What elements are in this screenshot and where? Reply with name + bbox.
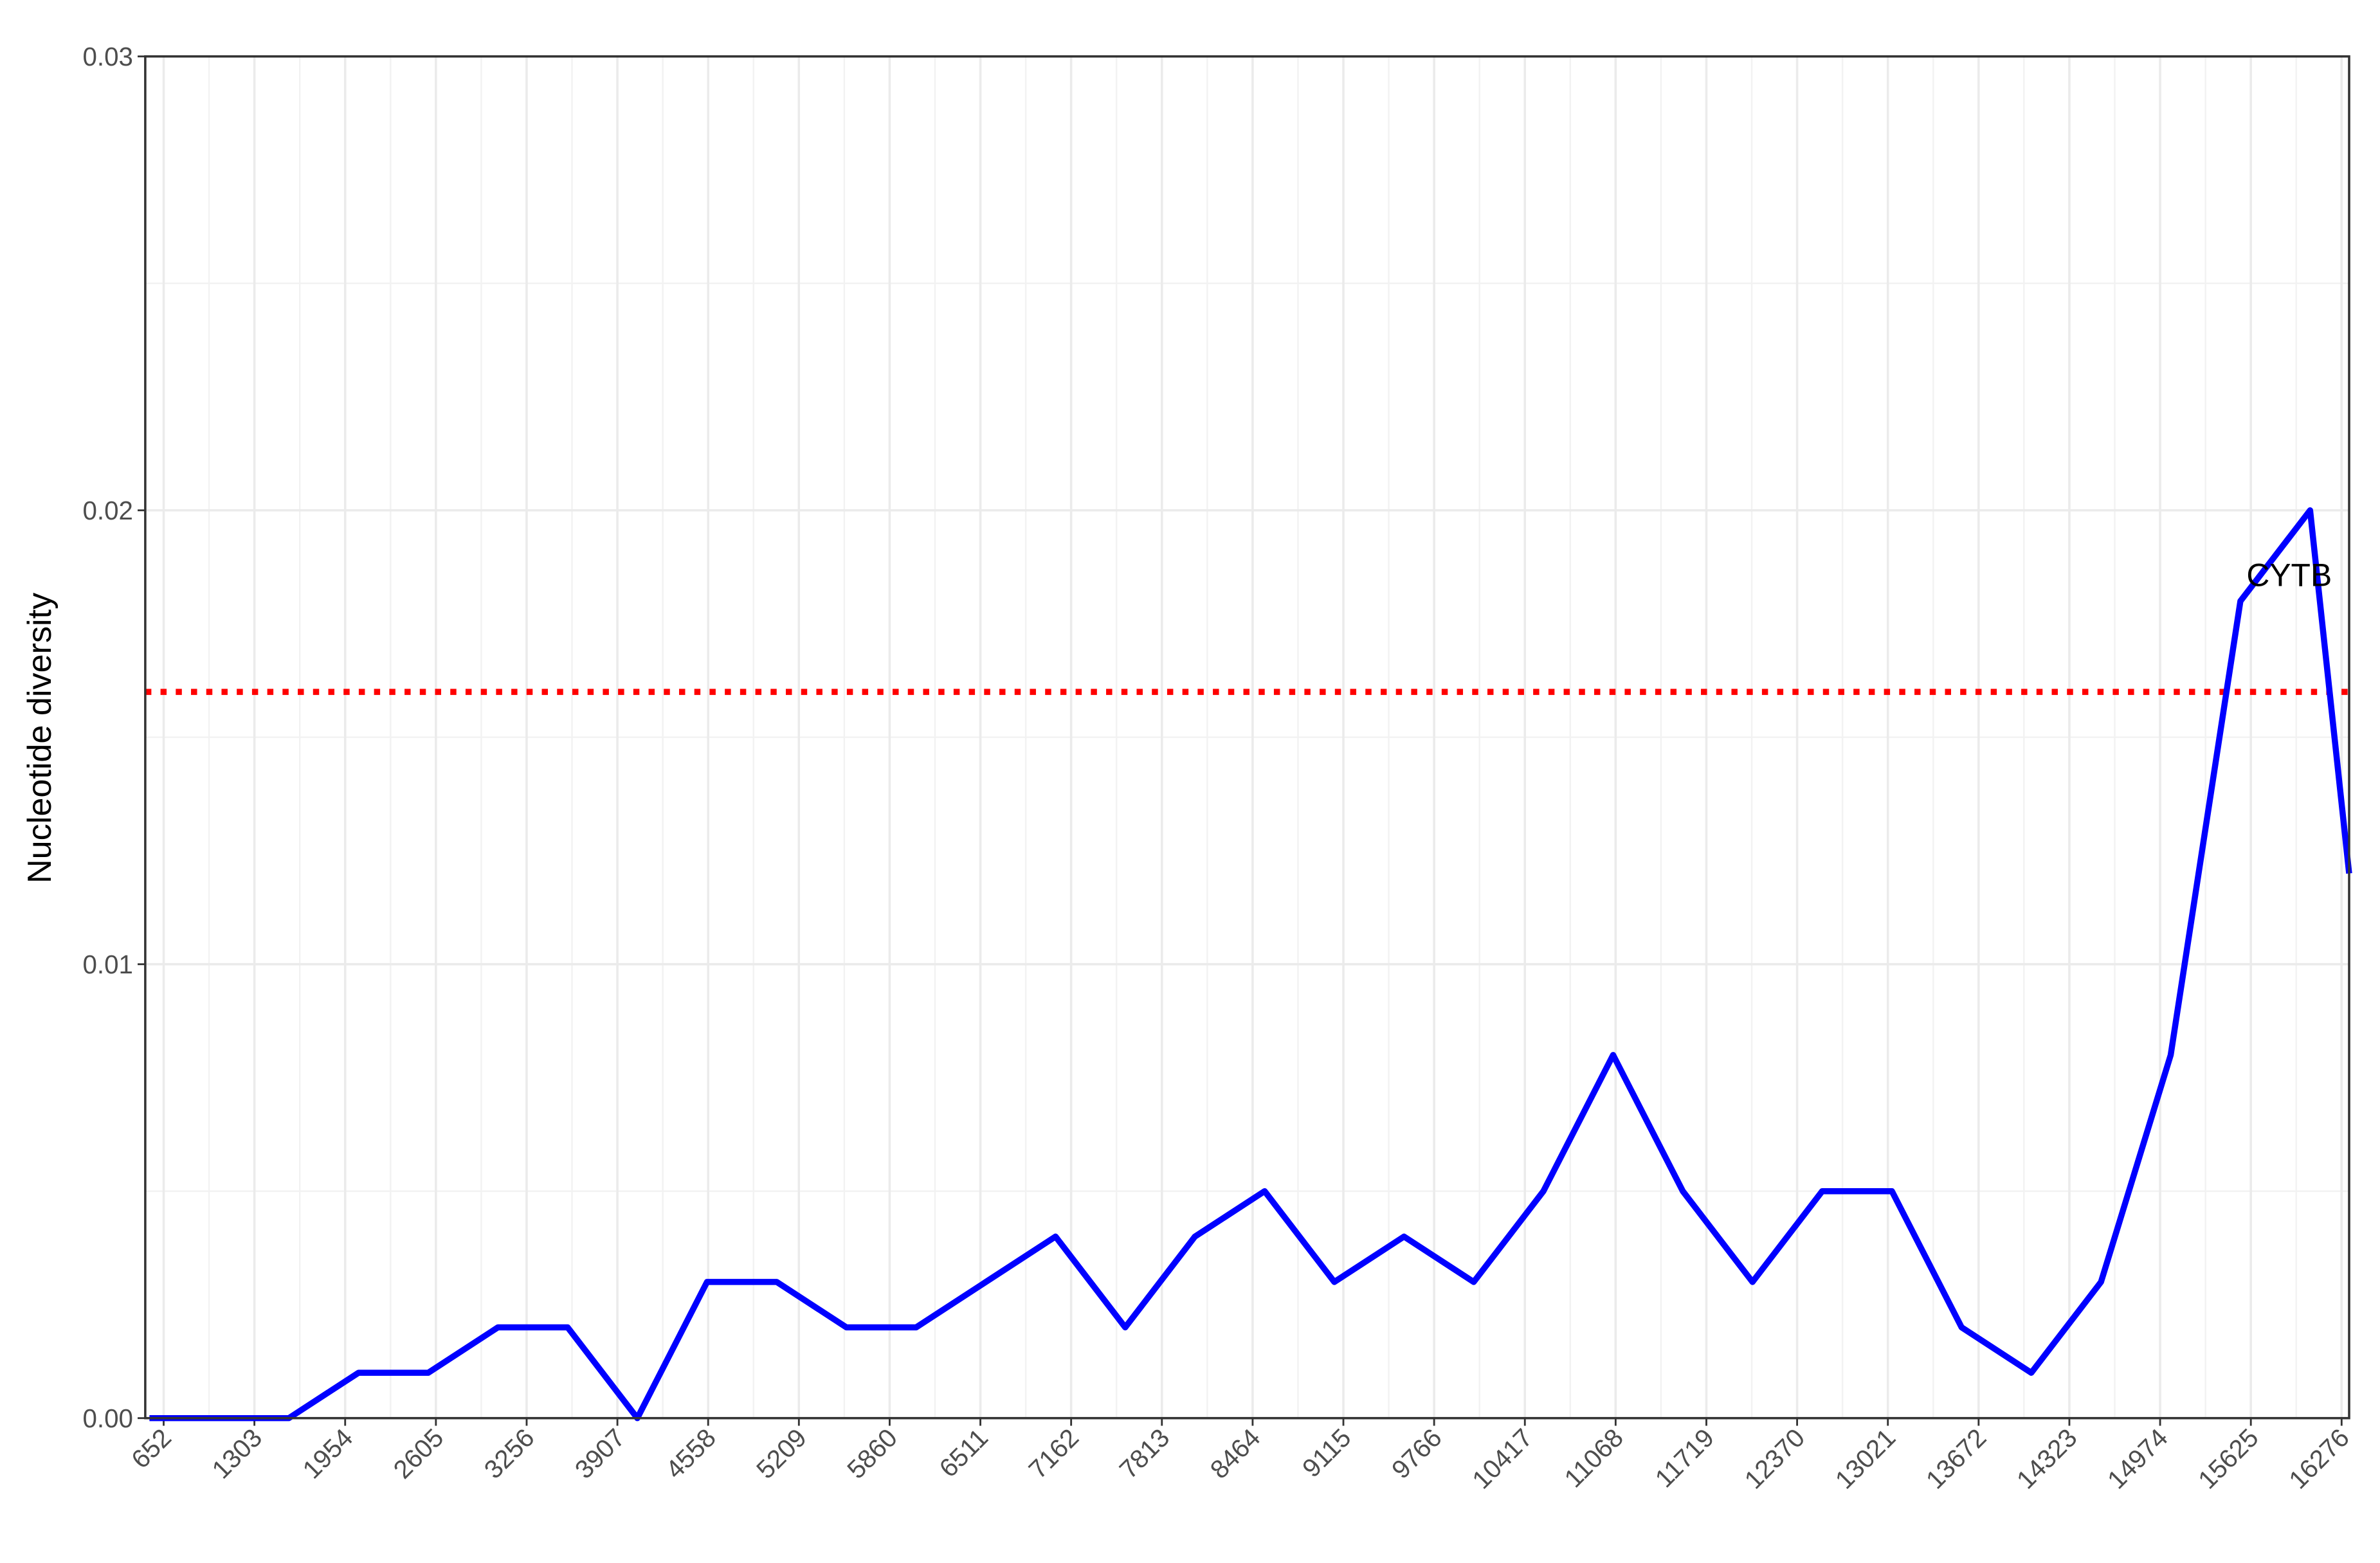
x-tick-label: 2605 [388,1423,449,1484]
x-tick-label: 3256 [478,1423,540,1484]
y-tick-label: 0.02 [82,496,132,525]
x-tick-label: 13021 [1830,1423,1901,1494]
x-tick-label: 12370 [1739,1423,1810,1494]
y-axis-title: Nucleotide diversity [21,593,59,883]
x-tick-label: 16276 [2284,1423,2355,1494]
x-tick-label: 14974 [2102,1423,2174,1494]
y-tick-label: 0.01 [82,950,132,979]
x-tick-label: 10417 [1467,1423,1538,1494]
y-tick-label: 0.00 [82,1404,132,1433]
x-tick-label: 15625 [2193,1423,2264,1494]
y-tick-label: 0.03 [82,42,132,71]
x-tick-label: 3907 [569,1423,630,1484]
x-tick-label: 652 [126,1423,177,1474]
x-tick-label: 11719 [1649,1423,1720,1493]
x-tick-label: 7813 [1114,1423,1175,1484]
x-tick-label: 4558 [660,1423,722,1484]
x-tick-label: 9766 [1386,1423,1448,1484]
plot-frame [144,55,2350,1420]
x-tick-label: 14323 [2011,1423,2082,1494]
x-tick-label: 13672 [1920,1423,1992,1494]
x-tick-label: 1303 [206,1423,268,1484]
data-line [149,507,2352,1422]
x-tick-label: 1954 [297,1423,358,1484]
x-tick-label: 6511 [934,1423,994,1483]
x-tick-label: 11068 [1559,1423,1629,1493]
x-tick-label: 9115 [1297,1423,1357,1483]
x-tick-label: 7162 [1023,1423,1084,1484]
x-tick-label: 5209 [751,1423,812,1484]
x-tick-label: 5860 [842,1423,903,1484]
annotation: CYTB [2246,557,2332,593]
x-tick-label: 8464 [1204,1423,1266,1484]
